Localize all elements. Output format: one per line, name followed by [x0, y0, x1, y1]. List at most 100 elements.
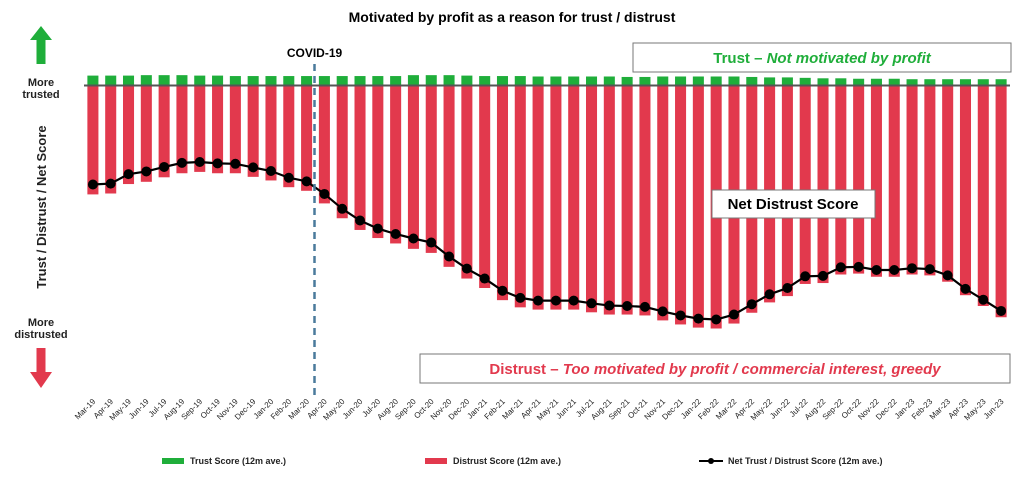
legend-label-trust: Trust Score (12m ave.)	[190, 456, 286, 466]
y-bottom-label: More distrusted	[14, 317, 67, 341]
trust-bar	[657, 76, 669, 86]
net-score-point	[515, 292, 526, 303]
distrust-bar	[496, 85, 509, 301]
trust-box-prefix: Trust –	[713, 50, 766, 67]
trust-bar	[283, 76, 295, 86]
net-score-point	[711, 314, 722, 325]
distrust-bar	[390, 85, 402, 244]
trust-bar	[87, 75, 99, 86]
trust-bar	[924, 79, 936, 86]
net-score-point	[497, 285, 508, 296]
trust-box-italic: Not motivated by profit	[767, 50, 932, 67]
net-score-point	[337, 203, 348, 214]
distrust-box-prefix: Distrust –	[489, 361, 562, 378]
distrust-bar	[888, 85, 900, 277]
trust-bar	[212, 75, 224, 86]
distrust-annotation-box: Distrust – Too motivated by profit / com…	[419, 353, 1011, 384]
net-score-point	[87, 179, 98, 190]
net-score-point	[871, 265, 882, 275]
trust-bar	[354, 76, 366, 86]
distrust-bar	[995, 85, 1007, 318]
net-score-point	[996, 305, 1007, 316]
distrust-bar	[87, 85, 99, 195]
x-tick-label: Jun-19	[127, 397, 151, 421]
trust-bar	[407, 75, 419, 86]
trust-bar	[746, 76, 758, 86]
net-score-point	[265, 166, 276, 176]
trust-bar	[265, 76, 277, 86]
trust-bar	[514, 76, 526, 86]
legend-swatch-distrust	[425, 458, 447, 464]
net-score-point	[622, 301, 633, 311]
net-score-point	[212, 158, 223, 169]
net-score-point	[390, 229, 401, 239]
net-score-line	[92, 160, 1002, 321]
distrust-bar	[479, 85, 491, 288]
net-score-point	[942, 270, 953, 281]
trust-bar	[835, 78, 847, 86]
legend-swatch-trust	[162, 458, 184, 464]
net-score-point	[907, 263, 918, 274]
distrust-bar	[621, 85, 633, 315]
net-score-point	[105, 178, 116, 189]
net-score-point	[248, 162, 259, 173]
svg-text:Trust – Not motivated by profi: Trust – Not motivated by profit	[713, 50, 932, 67]
net-score-point	[123, 169, 134, 180]
net-score-point	[230, 158, 241, 169]
x-tick-label: Jun-21	[554, 397, 578, 421]
trust-bar	[728, 76, 740, 86]
trust-bar	[853, 78, 865, 86]
net-score-point	[960, 283, 971, 294]
net-score-point	[782, 283, 793, 293]
distrust-bar	[853, 85, 865, 274]
net-annotation-box: Net Distrust Score	[711, 189, 876, 219]
trust-bar	[585, 76, 598, 86]
trust-bar	[692, 76, 704, 86]
net-score-point	[461, 263, 472, 274]
net-score-point	[426, 237, 437, 248]
distrust-bar	[372, 85, 384, 239]
net-score-point	[141, 166, 152, 177]
distrust-bar	[817, 85, 829, 284]
legend: Trust Score (12m ave.) Distrust Score (1…	[162, 456, 883, 466]
distrust-bar	[835, 85, 847, 275]
legend-marker-net	[708, 458, 714, 464]
up-arrow-icon	[30, 26, 52, 64]
distrust-bar	[514, 85, 526, 308]
covid-label: COVID-19	[287, 46, 343, 60]
distrust-bar	[461, 85, 473, 279]
net-score-point	[675, 310, 686, 321]
trust-bar	[425, 75, 437, 86]
distrust-bar	[959, 85, 972, 296]
trust-bar	[710, 76, 722, 86]
distrust-bar	[105, 85, 117, 194]
net-box-text: Net Distrust Score	[728, 196, 859, 213]
distrust-bar	[924, 85, 936, 276]
distrust-bar	[532, 85, 544, 310]
trust-bar	[781, 77, 793, 86]
trust-bar	[799, 77, 811, 86]
y-top-label: More trusted	[22, 77, 59, 101]
trust-bar	[479, 76, 491, 86]
distrust-bar	[425, 85, 437, 253]
trust-bar	[496, 76, 509, 86]
trust-bar	[158, 75, 170, 86]
net-score-point	[924, 264, 935, 275]
net-score-point	[889, 265, 900, 275]
distrust-box-italic: Too motivated by profit / commercial int…	[563, 361, 942, 378]
net-score-point	[176, 157, 187, 168]
distrust-bar	[301, 85, 313, 191]
svg-text:Distrust – Too motivated by pr: Distrust – Too motivated by profit / com…	[489, 361, 941, 378]
net-score-point	[728, 309, 739, 320]
distrust-bar	[407, 85, 419, 249]
trust-bar	[336, 76, 348, 86]
net-score-point	[818, 270, 829, 281]
net-score-point	[586, 298, 597, 309]
x-tick-label: Jun-22	[768, 397, 792, 421]
distrust-bar	[799, 85, 811, 284]
distrust-bar	[977, 85, 989, 306]
net-score-point	[408, 233, 419, 244]
distrust-bar	[318, 85, 330, 204]
distrust-bar	[603, 85, 615, 315]
trust-bar	[995, 79, 1007, 86]
